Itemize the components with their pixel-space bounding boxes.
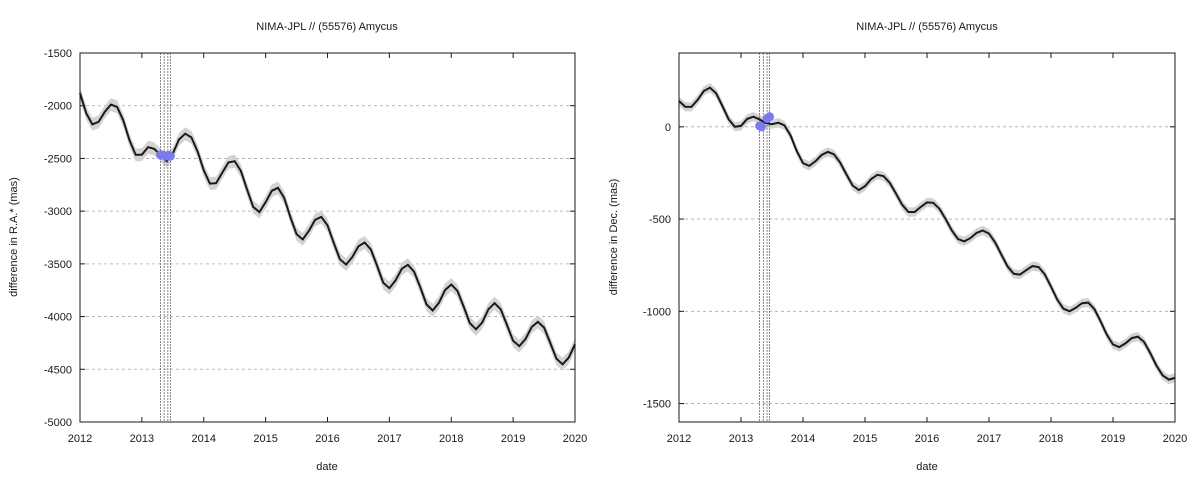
x-tick-label: 2015 <box>253 433 277 445</box>
observation-point <box>756 122 766 132</box>
left-chart-title: NIMA-JPL // (55576) Amycus <box>256 21 398 33</box>
y-tick-label: -5000 <box>44 417 72 429</box>
left-band <box>80 86 575 371</box>
left-x-axis-label: date <box>316 461 337 473</box>
x-tick-label: 2015 <box>853 433 877 445</box>
right-points <box>755 112 775 132</box>
x-tick-label: 2020 <box>1163 433 1187 445</box>
y-tick-label: -2000 <box>44 101 72 113</box>
right-y-axis-label: difference in Dec. (mas) <box>608 179 620 296</box>
y-tick-label: -3000 <box>44 206 72 218</box>
right-plot-area <box>679 53 1175 422</box>
left-y-ticks: -5000 -4500 -4000 -3500 -3000 -2500 -2000 -1500 <box>44 48 575 429</box>
x-tick-label: 2016 <box>315 433 339 445</box>
x-tick-label: 2017 <box>377 433 401 445</box>
y-tick-label: 0 <box>665 122 671 134</box>
right-mean-line <box>678 86 1176 381</box>
y-tick-label: -1000 <box>643 306 671 318</box>
x-tick-label: 2013 <box>130 433 154 445</box>
left-vlines <box>160 53 171 422</box>
x-tick-label: 2012 <box>667 433 691 445</box>
observation-point <box>165 151 175 161</box>
left-chart: 2012 2013 2014 2015 2016 2017 2018 2019 2020 -50… <box>8 21 587 473</box>
x-tick-label: 2019 <box>1101 433 1125 445</box>
x-tick-label: 2019 <box>501 433 525 445</box>
y-tick-label: -1500 <box>44 48 72 60</box>
mean-series-line <box>678 86 1176 381</box>
x-tick-label: 2016 <box>915 433 939 445</box>
uncertainty-band <box>80 86 575 371</box>
x-tick-label: 2014 <box>791 433 815 445</box>
x-tick-label: 2017 <box>977 433 1001 445</box>
right-chart: 2012 2013 2014 2015 2016 2017 2018 2019 2020 -15… <box>608 21 1187 473</box>
left-points <box>155 150 175 161</box>
right-chart-title: NIMA-JPL // (55576) Amycus <box>856 21 998 33</box>
right-y-ticks: -1500 -1000 -500 0 <box>643 122 1175 411</box>
y-tick-label: -3500 <box>44 259 72 271</box>
left-x-ticks: 2012 2013 2014 2015 2016 2017 2018 2019 2020 <box>68 53 587 445</box>
observation-point <box>765 112 775 122</box>
y-tick-label: -2500 <box>44 153 72 165</box>
right-x-ticks: 2012 2013 2014 2015 2016 2017 2018 2019 2020 <box>667 53 1187 445</box>
x-tick-label: 2013 <box>729 433 753 445</box>
y-tick-label: -4500 <box>44 364 72 376</box>
y-tick-label: -500 <box>649 214 671 226</box>
x-tick-label: 2018 <box>439 433 463 445</box>
x-tick-label: 2020 <box>563 433 587 445</box>
left-y-axis-label: difference in R.A.* (mas) <box>8 177 20 297</box>
left-grid <box>80 105 575 370</box>
y-tick-label: -1500 <box>643 399 671 411</box>
right-x-axis-label: date <box>916 461 937 473</box>
x-tick-label: 2014 <box>192 433 216 445</box>
x-tick-label: 2018 <box>1039 433 1063 445</box>
left-plot-area <box>80 53 575 422</box>
right-grid <box>679 126 1175 404</box>
y-tick-label: -4000 <box>44 312 72 324</box>
x-tick-label: 2012 <box>68 433 92 445</box>
